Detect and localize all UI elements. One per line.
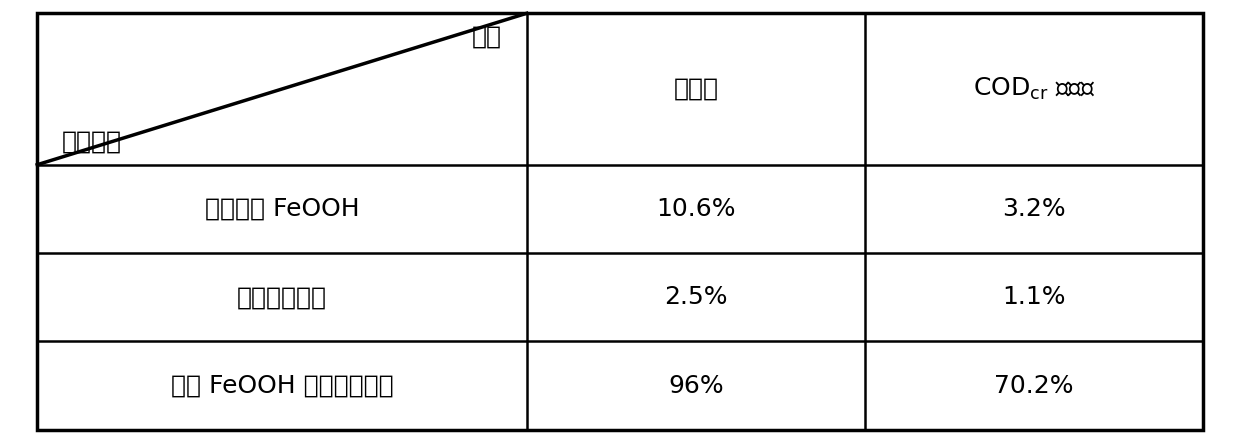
- Text: 单独纳米 FeOOH: 单独纳米 FeOOH: [205, 197, 360, 221]
- Text: 脱色率: 脱色率: [673, 77, 718, 101]
- Text: 10.6%: 10.6%: [656, 197, 735, 221]
- Text: 1.1%: 1.1%: [1002, 285, 1065, 309]
- Text: 96%: 96%: [668, 373, 724, 397]
- Text: 70.2%: 70.2%: [994, 373, 1074, 397]
- Text: 2.5%: 2.5%: [663, 285, 728, 309]
- Text: 3.2%: 3.2%: [1002, 197, 1065, 221]
- Text: 指标: 指标: [472, 24, 502, 48]
- Text: 工艺条件: 工艺条件: [62, 130, 122, 154]
- Text: 单独过硫酸钠: 单独过硫酸钠: [237, 285, 327, 309]
- Text: 纳米 FeOOH 活化过硫酸钠: 纳米 FeOOH 活化过硫酸钠: [171, 373, 393, 397]
- Text: $\mathrm{COD_{cr}}$ 去除率: $\mathrm{COD_{cr}}$ 去除率: [972, 76, 1095, 102]
